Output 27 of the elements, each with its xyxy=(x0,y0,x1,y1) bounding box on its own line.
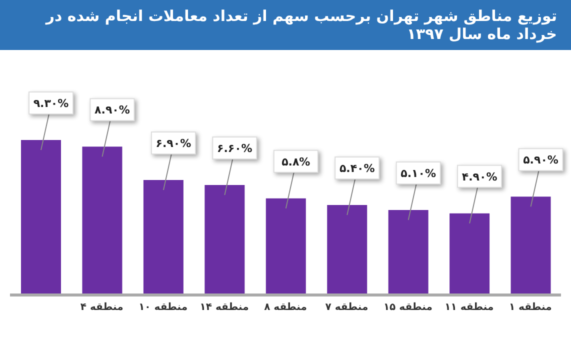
x-tick-label: منطقه ۱۵ xyxy=(383,302,432,314)
bar xyxy=(21,140,61,295)
data-label: ۶.۹۰% xyxy=(156,137,192,150)
chart-title: توزیع مناطق شهر تهران برحسب سهم از تعداد معاملات انجام شده در خرداد ماه سال ۱۳۹۷ xyxy=(0,0,571,50)
bar xyxy=(450,213,490,295)
data-label: ۵.۴۰% xyxy=(339,162,375,175)
bar xyxy=(510,196,551,295)
x-tick-label: منطقه ۱۰ xyxy=(138,302,188,314)
data-label: ۴.۹۰% xyxy=(462,170,498,184)
data-label: ۶.۶۰% xyxy=(216,142,252,155)
data-label: ۵.۸% xyxy=(282,155,310,168)
x-tick-label: منطقه ۷ xyxy=(325,302,368,314)
data-label: ۵.۹۰% xyxy=(523,154,558,167)
x-tick-label: منطقه ۱۱ xyxy=(444,302,494,314)
data-label: ۵.۱۰% xyxy=(400,167,436,180)
data-label: ۹.۳۰% xyxy=(33,97,69,110)
x-tick-label: منطقه ۱ xyxy=(508,302,552,314)
bar xyxy=(143,180,184,295)
data-label: ۸.۹۰% xyxy=(94,104,130,117)
bar xyxy=(327,205,368,295)
bar xyxy=(82,146,122,295)
x-tick-label: منطقه ۴ xyxy=(80,302,124,314)
x-tick-label: منطقه ۱۴ xyxy=(200,302,249,314)
bar xyxy=(388,210,428,295)
x-tick-label: منطقه ۸ xyxy=(264,302,307,314)
bar xyxy=(266,198,306,295)
bar xyxy=(204,185,245,295)
